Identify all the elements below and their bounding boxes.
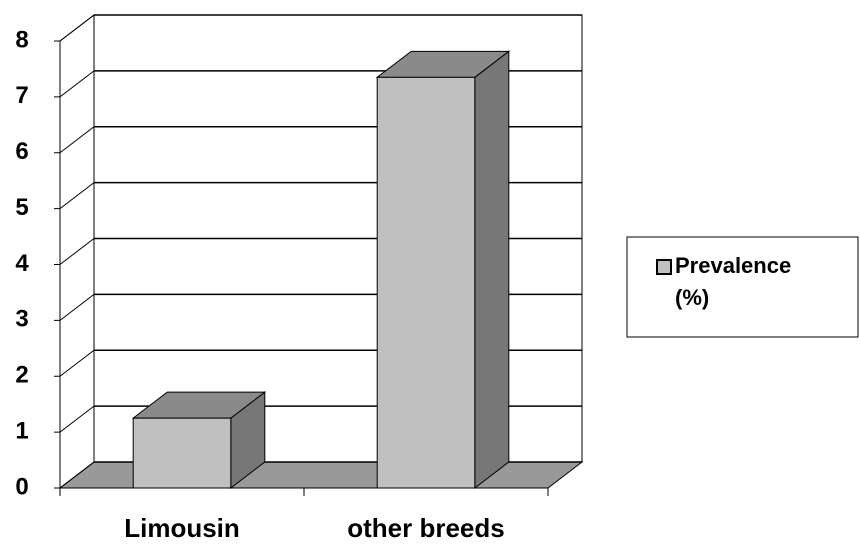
y-tick-label: 2 <box>15 362 28 389</box>
y-tick-label: 3 <box>15 306 28 333</box>
y-tick-label: 0 <box>15 473 28 500</box>
y-tick-label: 5 <box>15 194 28 221</box>
x-tick-label: other breeds <box>347 513 505 543</box>
y-tick-label: 1 <box>15 417 28 444</box>
legend-label: Prevalence (%) <box>675 253 792 310</box>
grid-line <box>59 405 95 433</box>
legend-swatch <box>656 259 672 275</box>
x-tick-label: Limousin <box>124 513 240 543</box>
y-tick-label: 6 <box>15 138 28 165</box>
grid-line <box>59 349 95 377</box>
grid-line <box>59 238 95 265</box>
grid-line <box>59 182 95 210</box>
bar-side <box>474 50 510 490</box>
grid-line <box>59 293 95 321</box>
legend: Prevalence (%) <box>675 253 792 310</box>
bar <box>132 417 232 489</box>
y-tick-label: 7 <box>15 82 28 109</box>
y-tick-label: 4 <box>15 250 29 277</box>
grid-line <box>59 70 95 98</box>
legend-box <box>626 236 859 338</box>
bar <box>376 76 476 489</box>
grid-line <box>59 461 95 489</box>
y-tick-label: 8 <box>15 26 28 53</box>
grid-line <box>59 126 95 154</box>
grid-line <box>59 14 95 42</box>
